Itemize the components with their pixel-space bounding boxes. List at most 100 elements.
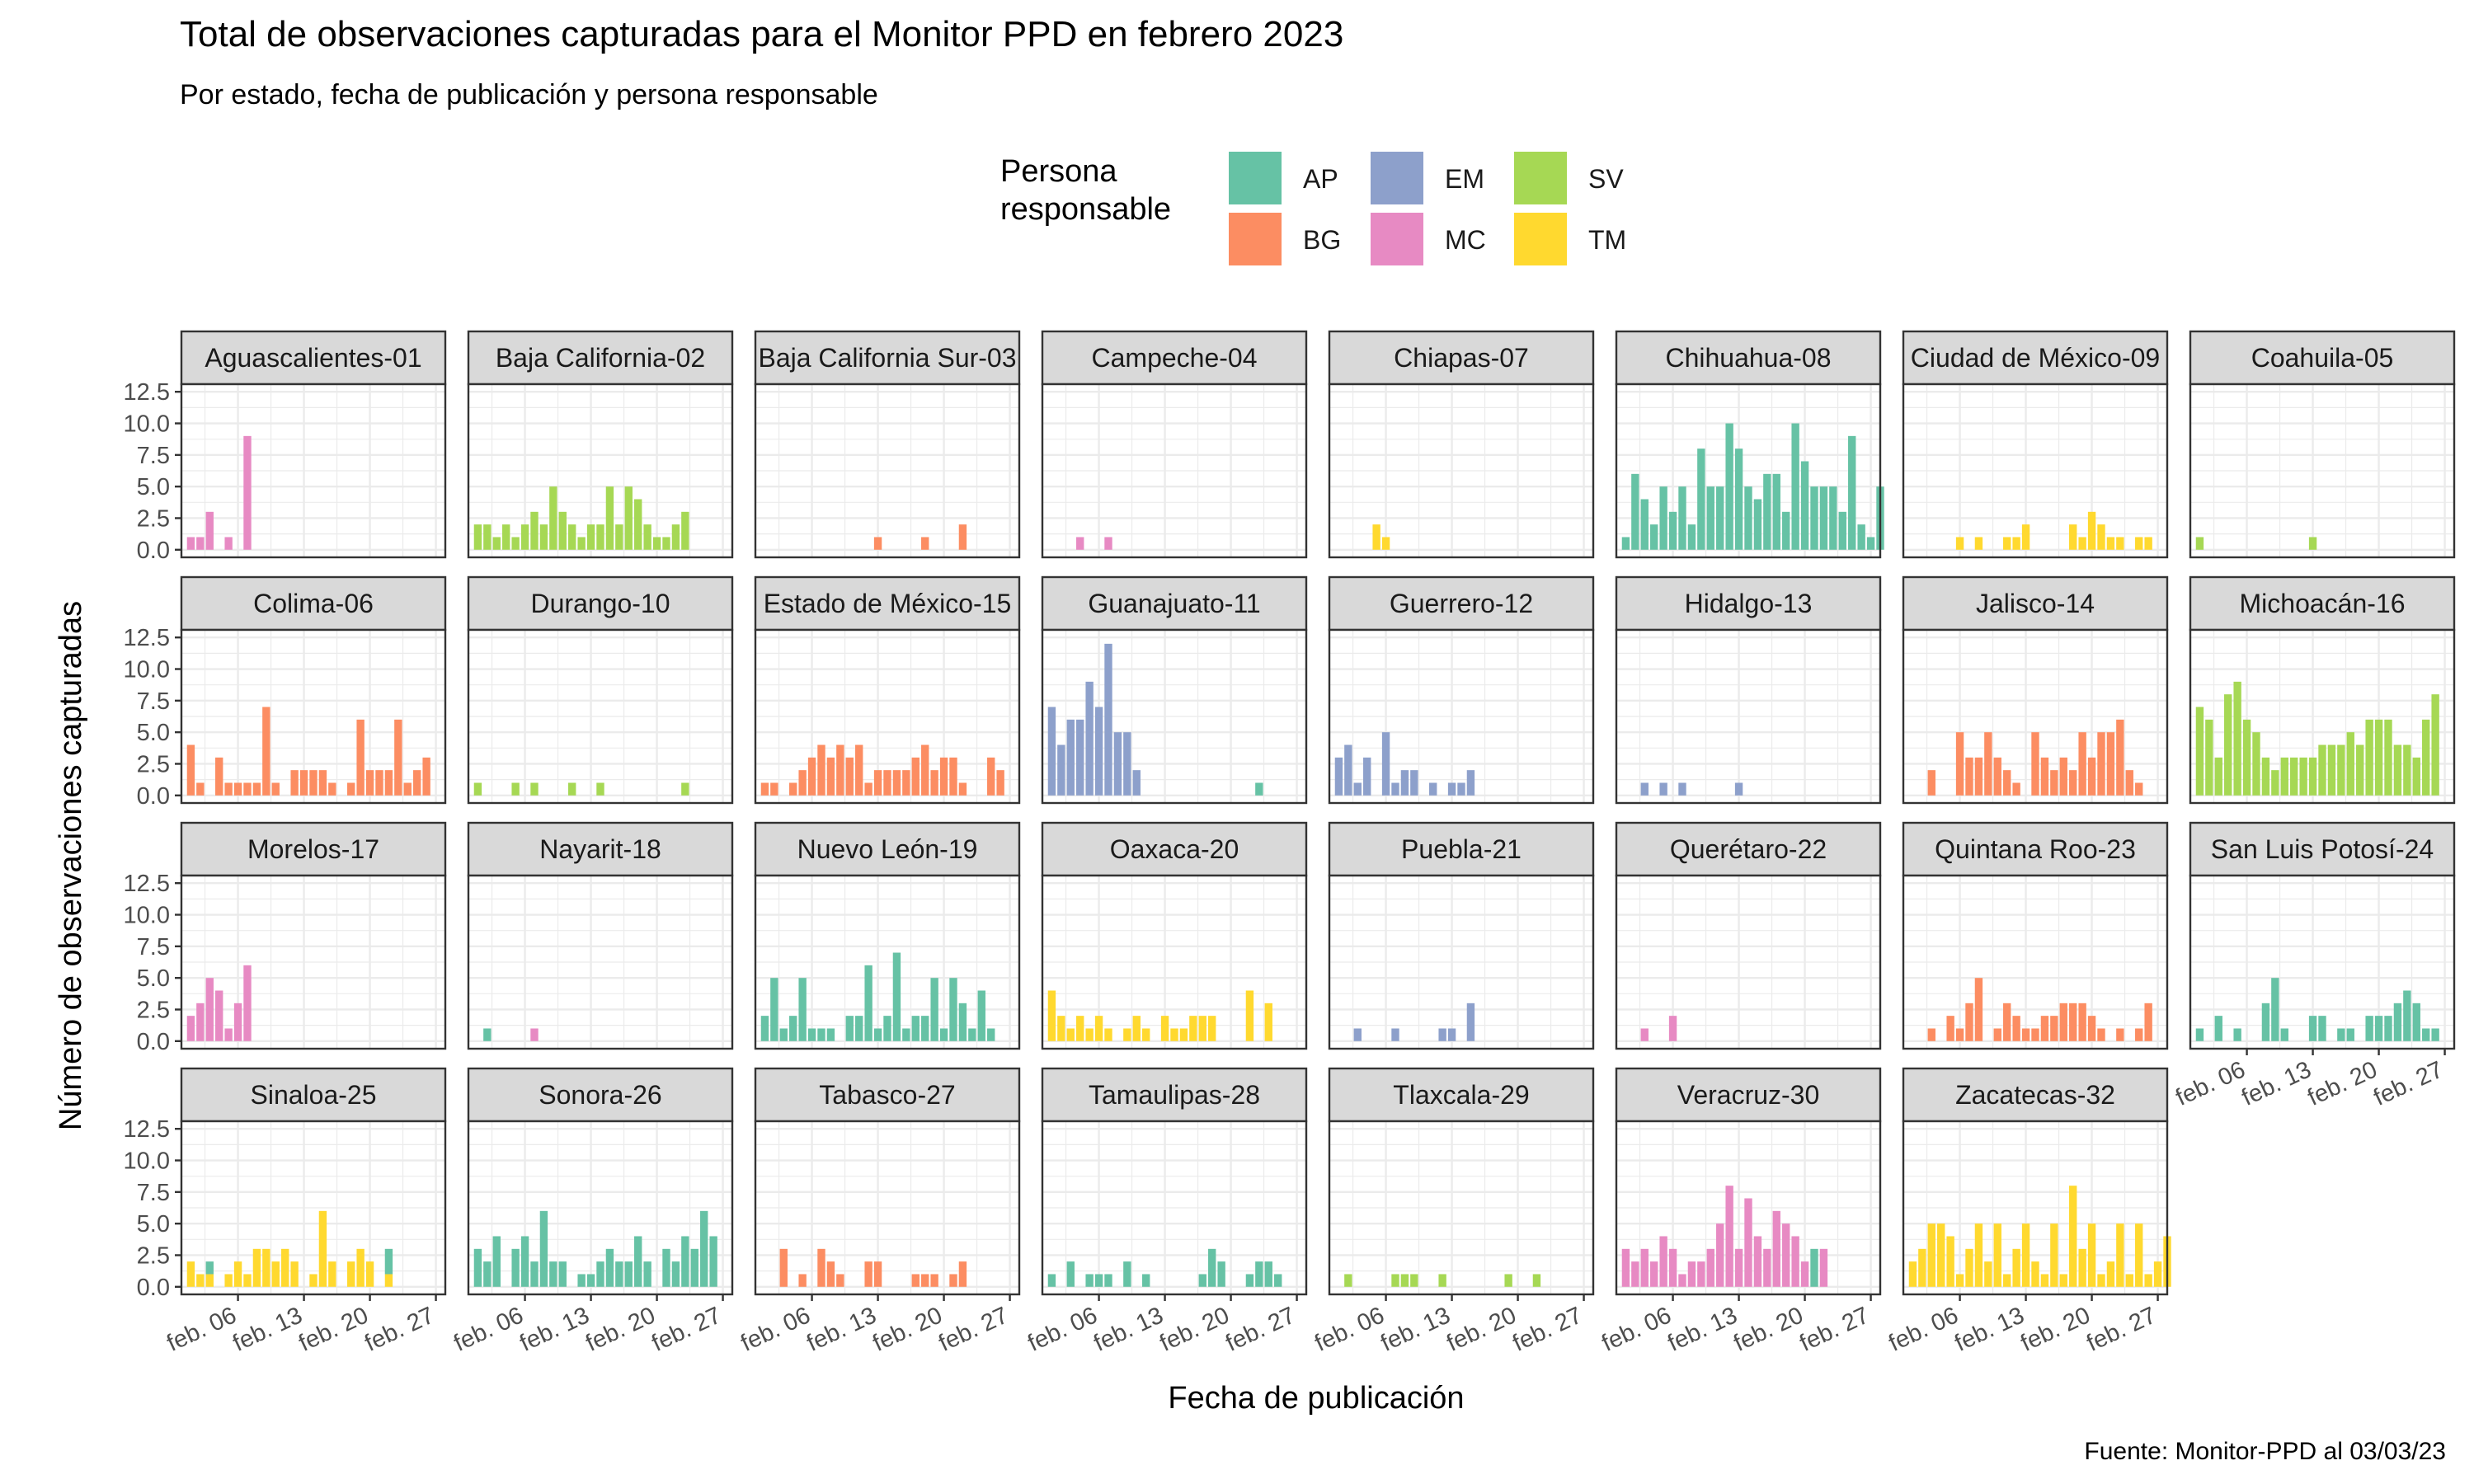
bar <box>2233 1028 2241 1041</box>
facet-strip <box>1615 575 1882 632</box>
bar <box>2271 978 2279 1041</box>
panel-border <box>180 874 447 1050</box>
bar <box>911 1016 920 1041</box>
bar <box>1937 1223 1945 1287</box>
facet-label: Chiapas-07 <box>1394 343 1529 373</box>
facet-grid: Aguascalientes-01 0.0 2.5 5.0 7.5 10.0 12.5 Baj… <box>124 330 2456 1357</box>
bar <box>855 744 863 796</box>
bar <box>2135 1223 2143 1287</box>
bar <box>492 537 501 550</box>
x-tick-label: feb. 27 <box>2083 1302 2161 1356</box>
bar <box>2195 1028 2204 1041</box>
bar <box>789 1016 797 1041</box>
legend-title: Persona responsable <box>1000 154 1171 227</box>
bar <box>1363 757 1371 796</box>
bar <box>949 757 957 796</box>
bar <box>2050 1223 2058 1287</box>
bar <box>1772 473 1780 550</box>
bar <box>2224 694 2232 796</box>
bar <box>681 1236 689 1287</box>
bar <box>2337 1028 2345 1041</box>
bar <box>921 537 929 550</box>
bar <box>864 965 872 1041</box>
bar <box>1466 770 1475 796</box>
bar <box>243 965 252 1041</box>
facet-label: Sinaloa-25 <box>251 1080 377 1110</box>
bar <box>347 1261 355 1287</box>
bar <box>615 1261 623 1287</box>
bar <box>530 1261 539 1287</box>
bar <box>987 1028 995 1041</box>
facet-label: Nayarit-18 <box>539 834 661 864</box>
facet-panel: Jalisco-14 <box>1902 575 2169 805</box>
x-tick-label: feb. 27 <box>2370 1056 2448 1111</box>
x-tick-label: feb. 13 <box>1090 1302 1168 1356</box>
bar <box>1066 1028 1075 1041</box>
panel-border <box>1041 874 1308 1050</box>
bar <box>1334 757 1343 796</box>
bar <box>1668 1248 1677 1287</box>
y-tick-label: 2.5 <box>137 997 170 1023</box>
facet-panel: Durango-10 <box>467 575 734 805</box>
panel-border <box>1328 383 1595 559</box>
facet-strip <box>1041 821 1308 877</box>
bar <box>473 524 482 550</box>
bar <box>403 782 412 796</box>
y-tick-label: 2.5 <box>137 751 170 777</box>
bar <box>1447 782 1456 796</box>
bar <box>911 757 920 796</box>
bar <box>977 990 985 1041</box>
facet-strip <box>1041 330 1308 386</box>
bar <box>290 1261 299 1287</box>
bar <box>605 1248 614 1287</box>
bar <box>558 1261 567 1287</box>
bar <box>196 537 205 550</box>
y-tick-label: 10.0 <box>124 1148 170 1175</box>
facet-panel: Colima-06 0.0 2.5 5.0 7.5 10.0 12.5 <box>124 575 447 810</box>
bar <box>2299 757 2307 796</box>
facet-panel: Hidalgo-13 <box>1615 575 1882 805</box>
bar <box>1810 486 1818 550</box>
legend-swatch <box>1514 213 1567 265</box>
bar <box>2144 1003 2152 1041</box>
bar <box>2106 537 2115 550</box>
bar <box>384 1248 393 1275</box>
bar <box>2261 757 2270 796</box>
bar <box>873 1261 882 1287</box>
bar <box>2087 757 2096 796</box>
bar <box>205 511 214 550</box>
facet-label: Guerrero-12 <box>1390 589 1533 618</box>
facet-strip <box>467 1067 734 1123</box>
bar <box>1918 1248 1926 1287</box>
legend-swatch <box>1229 213 1282 265</box>
panel-border <box>2189 628 2456 805</box>
bar <box>1264 1261 1272 1287</box>
legend-item-sv: SV <box>1514 152 1624 204</box>
bar <box>2393 744 2402 796</box>
bar <box>1457 782 1465 796</box>
bar <box>196 1274 205 1287</box>
facet-strip <box>754 821 1021 877</box>
bar <box>1076 1016 1084 1041</box>
bar <box>911 1274 920 1287</box>
facet-label: Chihuahua-08 <box>1665 343 1831 373</box>
bar <box>365 1261 374 1287</box>
bar <box>1800 461 1809 550</box>
bar <box>290 770 299 796</box>
bar <box>1076 719 1084 796</box>
facet-strip <box>1902 821 2169 877</box>
bar <box>671 1261 680 1287</box>
y-tick-label: 2.5 <box>137 1242 170 1269</box>
bar <box>949 978 957 1041</box>
bar <box>1753 499 1762 550</box>
x-tick-label: feb. 20 <box>1443 1302 1521 1356</box>
y-tick-label: 12.5 <box>124 379 170 406</box>
panel-border <box>1041 1120 1308 1296</box>
panel-border <box>1041 383 1308 559</box>
bar <box>1532 1274 1541 1287</box>
bar <box>1113 732 1122 796</box>
bar <box>511 782 520 796</box>
bar <box>1372 524 1380 550</box>
bar <box>2069 1186 2077 1287</box>
